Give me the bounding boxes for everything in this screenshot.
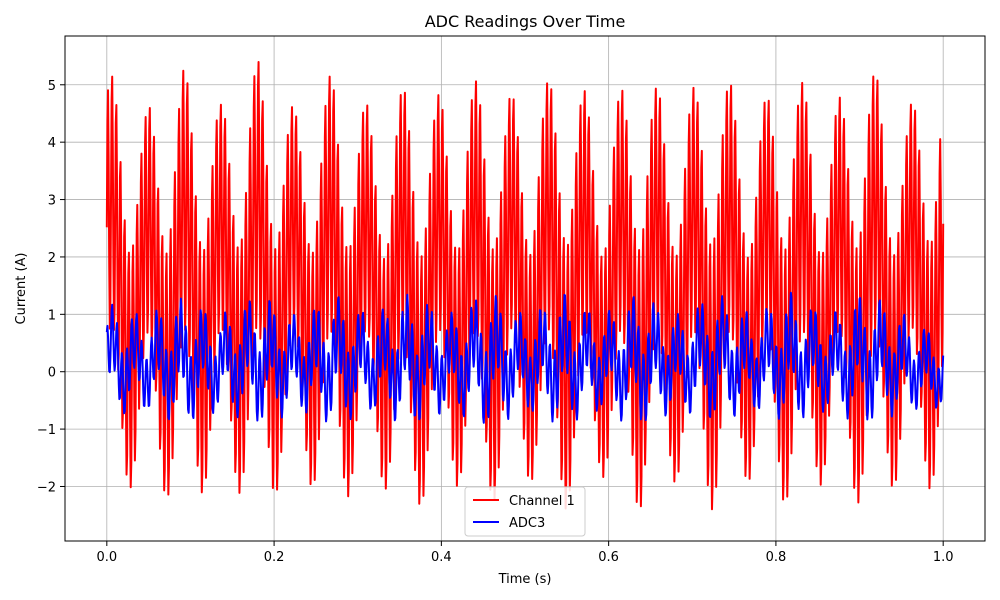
y-tick-label: 0 <box>48 366 56 381</box>
axes-frame <box>64 35 986 542</box>
x-tick-label: 0.2 <box>264 550 285 565</box>
x-tick-label: 0.4 <box>431 550 452 565</box>
x-tick-label: 0.0 <box>96 550 117 565</box>
x-tick-label: 0.8 <box>766 550 787 565</box>
y-axis-label: Current (A) <box>14 253 29 325</box>
x-tick-label: 0.6 <box>598 550 619 565</box>
series-line-2 <box>105 291 945 424</box>
y-tick-label: 2 <box>48 251 56 266</box>
y-tick-label: 5 <box>48 79 56 94</box>
y-tick-label: 3 <box>48 194 56 209</box>
y-tick-label: −1 <box>37 423 56 438</box>
y-tick-label: 1 <box>48 308 56 323</box>
ticks: 0.0 0.2 0.4 0.6 0.8 1.0 −2 −1 0 1 2 3 4 5 <box>37 79 954 565</box>
legend: Channel 1 ADC3 <box>464 486 586 537</box>
x-axis-label: Time (s) <box>498 572 552 587</box>
series-layer <box>105 61 945 511</box>
series-line-1 <box>105 61 945 511</box>
y-tick-label: 4 <box>48 136 56 151</box>
legend-label: ADC3 <box>509 516 545 531</box>
x-tick-label: 1.0 <box>933 550 954 565</box>
legend-label: Channel 1 <box>509 494 575 509</box>
y-tick-label: −2 <box>37 480 56 495</box>
chart-title: ADC Readings Over Time <box>425 12 626 31</box>
